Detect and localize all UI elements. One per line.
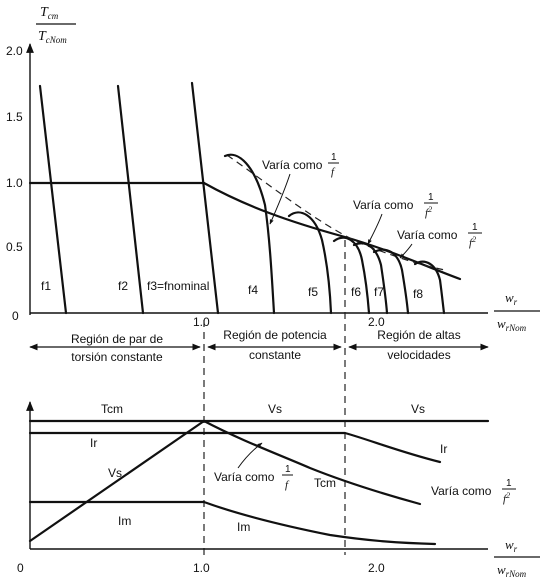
freq-line-f2: [116, 84, 145, 315]
freq-label: f7: [374, 285, 384, 299]
top-x-axis-label: wr wrNom: [494, 290, 540, 333]
svg-text:Tcm: Tcm: [40, 5, 59, 21]
label-im: Im: [237, 520, 250, 534]
svg-text:1: 1: [331, 152, 337, 163]
bottom-annotation-inverse-f: Varía como 1 f: [214, 442, 293, 491]
freq-curve-f8b: [413, 260, 446, 315]
freq-label: f5: [308, 285, 318, 299]
region-2-subtitle: constante: [249, 348, 301, 362]
x-tick-label: 0: [17, 561, 24, 575]
annotation-inverse-f2-b: Varía como 1 f2: [397, 222, 482, 259]
label-vs: Vs: [108, 466, 122, 480]
region-3-title: Región de altas: [377, 328, 460, 342]
y-tick-label: 0.5: [6, 240, 23, 254]
svg-text:1: 1: [428, 192, 434, 203]
label-ir: Ir: [440, 442, 447, 456]
region-labels: Región de par de torsión constante Regió…: [29, 328, 489, 364]
y-tick-label: 2.0: [6, 44, 23, 58]
annotation-inverse-f: Varía como 1 f: [262, 152, 339, 225]
svg-text:1: 1: [506, 478, 512, 489]
svg-text:Varía como: Varía como: [262, 158, 323, 172]
freq-label: f2: [118, 279, 128, 293]
label-ir: Ir: [90, 436, 97, 450]
im-curve: [28, 500, 437, 546]
freq-label: f4: [248, 283, 258, 297]
header-label-vs: Vs: [268, 402, 282, 416]
svg-text:wr: wr: [505, 537, 518, 554]
freq-curve-f8a: [372, 248, 410, 315]
tcm-decay-curve: [202, 419, 422, 506]
x-tick-label: 2.0: [368, 315, 385, 329]
header-label-tcm: Tcm: [101, 402, 123, 416]
svg-text:Varía como: Varía como: [397, 228, 458, 242]
region-2-title: Región de potencia: [223, 328, 327, 342]
ir-curve: [28, 431, 442, 464]
region-1-title: Región de par de: [71, 332, 163, 346]
freq-curve-f4: [223, 153, 276, 315]
svg-text:f: f: [331, 166, 336, 178]
svg-text:TcNom: TcNom: [38, 29, 67, 45]
region-3-subtitle: velocidades: [387, 348, 450, 362]
svg-text:Varía como: Varía como: [214, 470, 275, 484]
freq-line-f1: [38, 84, 68, 315]
max-torque-envelope: [226, 154, 446, 271]
freq-label: f3=fnominal: [147, 279, 209, 293]
top-y-axis-label: Tcm TcNom: [36, 5, 76, 45]
freq-curve-f6: [332, 236, 371, 315]
freq-label: f1: [41, 279, 51, 293]
svg-text:wrNom: wrNom: [497, 562, 527, 579]
region-1-subtitle: torsión constante: [71, 350, 163, 364]
top-chart: Tcm TcNom 2.0 1.5 1.0 0.5 0 1.0 2.0 wr w…: [6, 5, 540, 333]
header-label-vs: Vs: [411, 402, 425, 416]
svg-text:f2: f2: [469, 235, 476, 249]
freq-label: f6: [351, 285, 361, 299]
freq-line-f3: [190, 81, 220, 315]
svg-text:Varía como: Varía como: [353, 198, 414, 212]
annotation-inverse-f2-a: Varía como 1 f2: [353, 192, 438, 245]
top-y-ticks: 2.0 1.5 1.0 0.5 0: [6, 44, 23, 323]
bottom-annotation-inverse-f2: Varía como 1 f2: [431, 478, 516, 505]
freq-curve-f7: [352, 242, 389, 315]
svg-text:1: 1: [472, 222, 478, 233]
bottom-chart: Tcm Vs Vs Ir Ir Vs Im Im Tcm Varía como …: [17, 401, 540, 579]
svg-text:Varía como: Varía como: [431, 484, 492, 498]
x-tick-label: 1.0: [193, 315, 210, 329]
y-tick-label: 1.5: [6, 110, 23, 124]
svg-text:1: 1: [285, 464, 291, 475]
svg-text:f2: f2: [503, 491, 510, 505]
freq-label: f8: [413, 287, 423, 301]
freq-curve-f5: [287, 211, 333, 315]
svg-text:wr: wr: [505, 290, 518, 307]
svg-text:wrNom: wrNom: [497, 316, 527, 333]
vs-ramp: [28, 419, 206, 543]
label-im: Im: [118, 514, 131, 528]
svg-text:f2: f2: [425, 205, 432, 219]
y-tick-label: 1.0: [6, 176, 23, 190]
svg-text:f: f: [285, 479, 290, 491]
bottom-x-axis-label: wr wrNom: [494, 537, 540, 579]
x-tick-label: 2.0: [368, 561, 385, 575]
label-tcm: Tcm: [314, 476, 336, 490]
x-tick-label: 1.0: [193, 561, 210, 575]
y-tick-label: 0: [12, 309, 19, 323]
